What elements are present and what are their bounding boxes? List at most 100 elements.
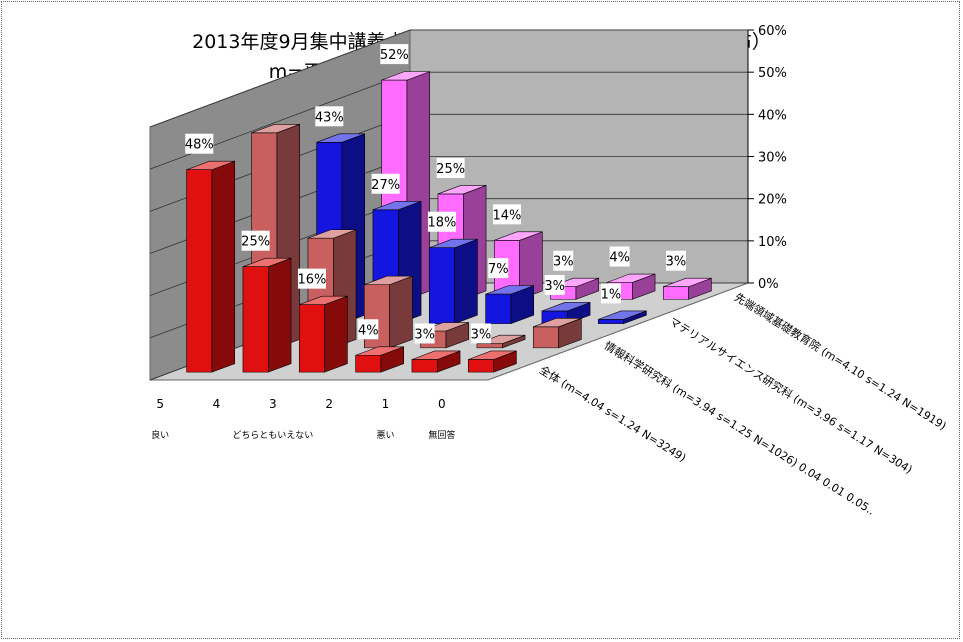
bar-top xyxy=(307,229,357,239)
data-label-box xyxy=(609,246,630,267)
data-label: 18% xyxy=(427,211,456,232)
bar xyxy=(186,160,236,373)
bar xyxy=(485,285,535,325)
bar-front xyxy=(411,359,438,373)
data-label-box xyxy=(470,323,491,344)
bar-front xyxy=(532,326,559,349)
data-label-text: 3% xyxy=(414,327,435,342)
data-label: 3% xyxy=(414,323,435,344)
bar xyxy=(662,277,712,300)
bar-top xyxy=(663,277,712,288)
data-label-text: 48% xyxy=(185,138,214,153)
data-label-text: 3% xyxy=(544,279,565,294)
bar-top xyxy=(411,350,461,360)
bar-top xyxy=(429,238,478,249)
data-label-box xyxy=(544,274,565,295)
y-tick-label: 20% xyxy=(758,193,787,208)
bar-front xyxy=(662,286,689,300)
data-label-text: 7% xyxy=(488,262,509,277)
data-label-box xyxy=(297,268,326,289)
data-label-text: 14% xyxy=(493,208,522,223)
data-label: 25% xyxy=(436,157,465,178)
data-label: 1% xyxy=(600,283,622,304)
data-label-box xyxy=(315,106,344,127)
data-label: 7% xyxy=(488,258,509,279)
bar xyxy=(532,317,582,349)
bar-top xyxy=(372,200,422,211)
data-label-box xyxy=(600,283,621,304)
data-label: 3% xyxy=(553,250,574,271)
data-label-box xyxy=(488,258,509,279)
bar-front xyxy=(467,359,494,373)
data-label: 27% xyxy=(371,173,400,194)
data-label-box xyxy=(358,319,379,340)
bar xyxy=(428,238,478,325)
bar-top xyxy=(598,310,647,320)
bar-top xyxy=(606,273,656,283)
y-tick-label: 10% xyxy=(758,235,787,250)
bar-front xyxy=(242,266,269,373)
bar-front xyxy=(355,354,382,373)
data-label-box xyxy=(427,211,456,232)
data-label-box xyxy=(241,230,270,251)
category-description: 良い xyxy=(151,429,169,441)
data-label-text: 43% xyxy=(315,110,344,125)
data-label: 43% xyxy=(315,106,344,127)
bar-side xyxy=(389,275,413,349)
bar-side xyxy=(324,295,348,373)
bar xyxy=(242,257,292,373)
category-label: 1 xyxy=(382,397,390,411)
y-tick-label: 40% xyxy=(758,108,787,123)
y-tick-label: 50% xyxy=(758,66,787,81)
data-label-text: 25% xyxy=(436,162,465,177)
data-label-text: 3% xyxy=(553,255,574,270)
data-label-box xyxy=(414,323,435,344)
category-label: 0 xyxy=(438,397,446,411)
gridline xyxy=(149,29,748,128)
bar-front xyxy=(298,304,325,373)
bar xyxy=(298,295,348,373)
bar xyxy=(355,346,405,373)
series-label: 先端領域基礎教育院 (m=4.10 s=1.24 N=1919) xyxy=(732,290,949,433)
data-label: 52% xyxy=(380,44,409,65)
bar-top xyxy=(494,231,543,241)
data-label-box xyxy=(436,157,465,178)
bar-top xyxy=(533,317,582,328)
bar-top xyxy=(299,295,348,305)
bar-top xyxy=(242,257,292,268)
bar-front xyxy=(428,247,455,324)
category-label: 2 xyxy=(325,397,333,411)
data-label-box xyxy=(665,250,686,271)
data-label: 16% xyxy=(297,268,327,289)
data-label-box xyxy=(492,204,521,225)
bar-top xyxy=(437,185,487,195)
data-label: 3% xyxy=(665,250,687,271)
data-label: 3% xyxy=(544,274,565,295)
data-label-text: 4% xyxy=(358,323,379,338)
bar-top xyxy=(468,350,517,360)
bar-side xyxy=(267,257,292,373)
bar-top xyxy=(541,302,591,312)
data-label: 14% xyxy=(492,204,522,225)
bar-top xyxy=(355,346,404,356)
category-label: 3 xyxy=(269,397,277,411)
data-label-box xyxy=(380,44,409,65)
bar-top xyxy=(485,285,534,295)
bar xyxy=(597,310,647,325)
y-tick-label: 0% xyxy=(758,277,779,292)
category-label: 4 xyxy=(213,397,221,411)
data-label-text: 16% xyxy=(298,273,327,288)
y-tick-label: 60% xyxy=(758,24,787,39)
bar-top xyxy=(381,71,430,81)
bar-top xyxy=(251,124,300,134)
y-tick-label: 30% xyxy=(758,151,787,166)
data-label: 4% xyxy=(609,246,630,267)
category-description: 悪い xyxy=(376,430,394,441)
data-label-text: 27% xyxy=(371,178,400,193)
data-label-text: 25% xyxy=(241,235,270,250)
data-label-text: 3% xyxy=(666,255,687,270)
data-label: 48% xyxy=(185,133,214,154)
data-label: 4% xyxy=(358,319,379,340)
data-label-text: 1% xyxy=(601,287,622,302)
